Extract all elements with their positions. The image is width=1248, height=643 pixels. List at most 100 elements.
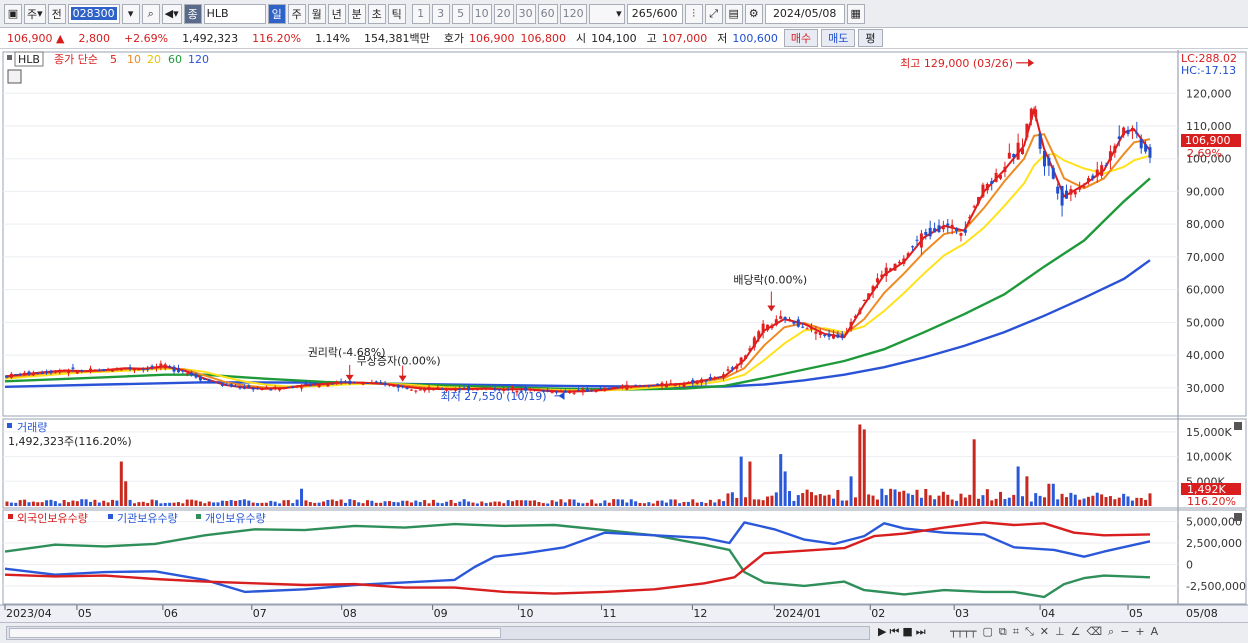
box-icon[interactable]: ▢ [982,625,993,638]
plus-icon[interactable]: + [1135,625,1145,638]
period-tab[interactable]: 초 [367,3,386,24]
minute-tab[interactable]: 120 [559,3,587,24]
prefix-button[interactable]: 전 [47,3,66,24]
volume-bar [990,500,994,506]
volume-bar [550,500,554,506]
volume-bar [326,499,330,506]
volume-bar [1021,496,1025,506]
forward-icon[interactable]: ⏭ [915,625,926,638]
trade-amount: 154,381백만 [364,32,430,45]
candle-body [919,233,923,248]
volume-bar [1047,483,1051,506]
volume-bar [1073,494,1077,506]
minute-tab[interactable]: 60 [537,3,558,24]
rewind-icon[interactable]: ⏮ [889,625,900,638]
price-annotations: 최고 129,000 (03/26) 최저 27,550 (10/19) 권리락(-… [308,57,1035,403]
candle-body [260,389,264,391]
volume-bar [357,502,361,506]
price-tick-label: 50,000 [1186,316,1225,329]
trend-icon[interactable]: ⤡ [1024,625,1034,638]
board-icon[interactable]: 종 [183,3,202,24]
period-tab[interactable]: 분 [347,3,366,24]
axis-icon[interactable]: ⊥ [1055,625,1065,638]
ruler-icon[interactable]: ┬┬┬┬ [950,625,977,638]
volume-bar [484,503,488,506]
panel-settings-icon[interactable] [7,69,22,84]
date-input[interactable]: 2024/05/08 [764,3,845,24]
period-tab[interactable]: 틱 [387,3,406,24]
candle-body [295,385,299,387]
candle-body [238,387,242,389]
volume-bar [612,499,616,506]
holdings-legend-marker [108,514,113,519]
period-tab[interactable]: 주 [287,3,306,24]
date-tick-label: 11 [602,607,616,620]
sell-button[interactable]: 매도 [821,29,856,47]
draw-tool-icon[interactable]: ⤢ [704,3,723,24]
next-icon[interactable]: ▶ [878,625,887,638]
minute-tab[interactable]: 5 [451,3,470,24]
save-icon[interactable]: ▤ [724,3,743,24]
candle-body [31,374,35,376]
minute-tab[interactable]: 10 [471,3,492,24]
volume-bar [818,494,822,506]
minute-tab[interactable]: 1 [411,3,430,24]
buy-button[interactable]: 매수 [783,29,819,47]
volume-bar [111,499,115,506]
volume-close-icon[interactable] [1234,422,1242,430]
period-tab[interactable]: 일 [267,3,286,24]
candle-body [629,385,633,388]
eraser-icon[interactable]: ⌫ [1086,625,1103,638]
search-icon[interactable]: ⌕ [141,3,160,24]
candle-body [414,390,418,392]
candle-body [862,299,866,301]
candle-body [924,231,928,236]
chart-scrollbar[interactable] [6,626,870,640]
ask-price: 106,900 [469,31,515,45]
speaker-icon[interactable]: ◀▾ [161,3,182,24]
holdings-close-icon[interactable] [1234,513,1242,521]
zoom-icon[interactable]: ⌕ [1108,625,1115,638]
volume-bar [317,502,321,506]
period-tab[interactable]: 년 [327,3,346,24]
layout-icon[interactable]: ▣ [4,3,22,24]
volume-bar [185,499,189,506]
gear-icon[interactable]: ⚙ [744,3,763,24]
price-tick-label: 40,000 [1186,349,1225,362]
minute-tab[interactable]: 20 [493,3,514,24]
stop-icon[interactable]: ■ [902,625,913,638]
volume-bar [260,502,264,506]
stock-chart[interactable]: 120,000 110,000 100,000 90,000 80,000 70,000 6… [0,50,1248,622]
minute-tab[interactable]: 3 [431,3,450,24]
quote-bar: 106,900 ▲ 2,800 +2.69% 1,492,323 116.20%… [0,28,1248,49]
cross-icon[interactable]: ✕ [1039,625,1049,638]
angle-icon[interactable]: ∠ [1070,625,1081,638]
interval-dropdown[interactable]: ▾ [588,3,625,24]
candle-body [788,319,792,321]
volume-subtitle: 1,492,323주(116.20%) [8,435,132,448]
eval-button[interactable]: 평 [858,29,883,47]
bar-count-value: 265 [631,7,653,20]
code-dropdown-button[interactable]: ▾ [121,3,140,24]
calendar-icon[interactable]: ▦ [846,3,865,24]
bar-count-field[interactable]: 265/600 [626,3,683,24]
holdings-panel: 5,000,000 2,500,000 0 -2,500,000 외국인보유수량 기관보… [2,509,1247,605]
volume-bar [919,497,923,506]
market-select[interactable]: 주 ▾ [24,3,46,24]
minute-tab[interactable]: 30 [515,3,536,24]
market-select-label: 주 [27,7,38,21]
period-tab[interactable]: 월 [307,3,326,24]
volume-bar [704,503,708,506]
copy-icon[interactable]: ⧉ [998,625,1007,638]
text-icon[interactable]: A [1150,625,1159,638]
volume-bar [141,501,145,506]
stock-code-input[interactable]: 028300 [67,3,120,24]
scrollbar-thumb[interactable] [9,628,501,638]
minus-icon[interactable]: − [1120,625,1130,638]
date-tick-label: 03 [955,607,969,620]
candle-body [119,367,123,371]
crop-icon[interactable]: ⌗ [1012,625,1019,638]
volume-bar [53,501,57,506]
candle-type-icon[interactable]: ⫶ [684,3,703,24]
volume-bar [313,502,317,506]
